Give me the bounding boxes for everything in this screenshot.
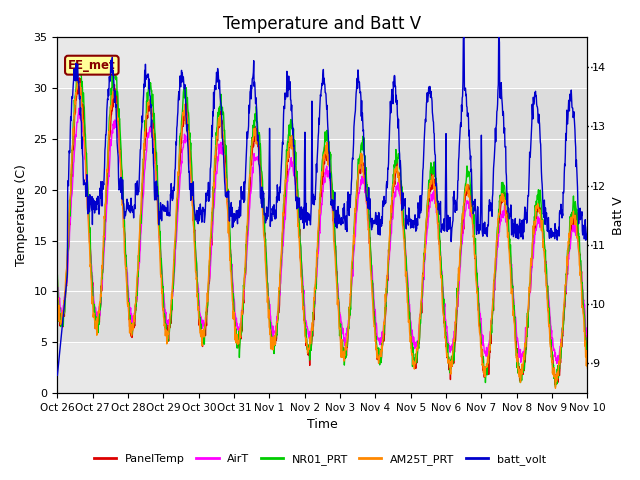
- Y-axis label: Temperature (C): Temperature (C): [15, 164, 28, 266]
- X-axis label: Time: Time: [307, 419, 338, 432]
- Title: Temperature and Batt V: Temperature and Batt V: [223, 15, 422, 33]
- Text: EE_met: EE_met: [68, 59, 116, 72]
- Legend: PanelTemp, AirT, NR01_PRT, AM25T_PRT, batt_volt: PanelTemp, AirT, NR01_PRT, AM25T_PRT, ba…: [90, 450, 550, 469]
- Y-axis label: Batt V: Batt V: [612, 196, 625, 235]
- Bar: [58, 88, 588, 342]
